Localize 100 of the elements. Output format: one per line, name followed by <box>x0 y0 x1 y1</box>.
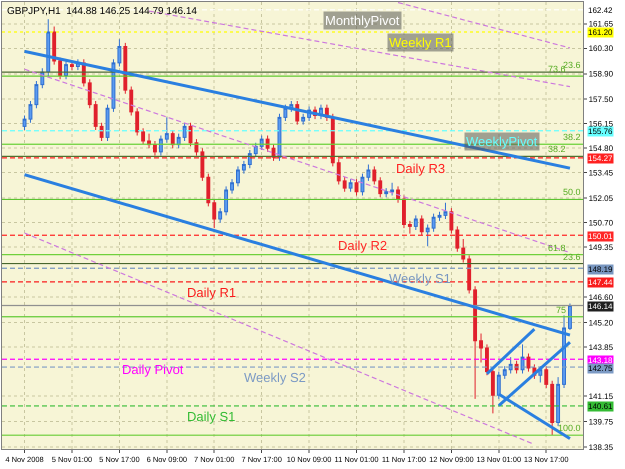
candlestick <box>426 224 430 247</box>
ref-line-label: Daily S1 <box>187 409 236 424</box>
annotation: 100.0 <box>558 423 581 433</box>
candlestick <box>438 211 442 222</box>
candlestick <box>568 303 572 331</box>
annotation: 38.2 <box>563 132 581 142</box>
y-tick-label: 160.30 <box>588 44 614 54</box>
ref-line-label: Daily Pivot <box>122 362 184 377</box>
y-tick-label: 162.42 <box>588 6 614 15</box>
annotation: 73.6 <box>548 64 566 74</box>
candlestick <box>206 173 210 207</box>
candlestick <box>461 238 466 264</box>
candlestick <box>390 182 394 196</box>
candlestick <box>272 144 276 162</box>
annotation: 23.6 <box>563 60 581 70</box>
annotation: 38.2 <box>548 144 566 154</box>
candlestick <box>242 160 246 174</box>
candlestick <box>70 60 74 71</box>
candlestick <box>135 108 140 136</box>
ref-line-label: Weekly S2 <box>244 370 306 385</box>
candlestick <box>117 38 122 67</box>
candlestick <box>550 380 554 436</box>
candlestick <box>354 178 358 196</box>
candlestick <box>455 226 460 252</box>
candlestick <box>508 356 513 374</box>
y-tick-label: 153.45 <box>588 168 614 178</box>
ref-line-label: Daily R1 <box>187 285 236 300</box>
y-tick-label: 157.50 <box>588 94 614 104</box>
chart-title: GBPJPY,H1 144.88 146.25 144.79 146.14 <box>7 6 198 17</box>
candlestick <box>52 26 56 66</box>
candlestick <box>278 113 282 162</box>
annotation: 23.6 <box>563 252 581 262</box>
candlestick <box>360 173 364 196</box>
y-tick-label: 149.35 <box>588 243 614 252</box>
candlestick <box>106 104 110 142</box>
candlestick <box>526 352 530 372</box>
y-tick-label: 156.15 <box>588 119 614 128</box>
y-tick-label: 138.35 <box>588 442 614 452</box>
candlestick <box>544 366 548 388</box>
y-tick-label: 161.65 <box>588 20 614 29</box>
y-tick-label: 147.44 <box>588 278 614 287</box>
candlestick <box>94 100 98 131</box>
candlestick <box>182 122 187 142</box>
y-tick-label: 146.60 <box>588 292 614 302</box>
annotation: 75 <box>556 305 566 315</box>
candlestick <box>200 148 204 182</box>
candlestick <box>28 100 32 124</box>
ref-line-label: Daily R2 <box>338 238 388 253</box>
y-tick-label: 152.05 <box>588 194 614 203</box>
candlestick <box>64 60 68 80</box>
candlestick <box>502 366 507 380</box>
candlestick <box>378 176 382 198</box>
y-tick-label: 143.18 <box>588 356 614 365</box>
candlestick <box>141 128 146 146</box>
candlestick <box>490 367 495 414</box>
y-tick-label: 161.20 <box>588 28 614 37</box>
candlestick <box>485 344 489 376</box>
candlestick <box>384 188 388 198</box>
candlestick <box>129 86 134 116</box>
candlestick <box>402 194 406 229</box>
candlestick <box>414 214 418 230</box>
candlestick <box>188 122 192 147</box>
candlestick <box>420 214 424 236</box>
candlestick <box>164 116 169 144</box>
candlestick <box>236 166 240 187</box>
y-tick-label: 155.76 <box>588 127 614 136</box>
ref-line-label: MonthlyPivot <box>325 13 400 28</box>
candlestick <box>449 208 454 234</box>
candlestick <box>301 113 306 126</box>
y-tick-label: 150.70 <box>588 218 614 228</box>
candlestick <box>366 164 370 182</box>
y-tick-label: 158.90 <box>588 70 614 79</box>
y-tick-label: 140.61 <box>588 402 614 411</box>
candlestick <box>496 371 501 400</box>
y-tick-label: 142.75 <box>588 364 614 373</box>
ref-line-label: Daily R3 <box>396 161 446 176</box>
y-tick-label: 146.14 <box>588 302 614 311</box>
candlestick <box>123 42 128 94</box>
candlestick <box>22 115 26 131</box>
candlestick <box>432 213 436 232</box>
candlestick <box>230 178 234 194</box>
y-tick-label: 141.15 <box>588 392 614 401</box>
candlestick <box>467 254 472 294</box>
candlestick <box>212 198 216 229</box>
candlestick <box>153 140 157 156</box>
candlestick <box>479 332 483 364</box>
y-tick-label: 143.85 <box>588 342 614 352</box>
candlestick <box>158 135 163 156</box>
candlestick <box>372 166 376 186</box>
y-tick-label: 154.27 <box>588 154 614 163</box>
ref-line-label: Weekly R1 <box>389 35 452 50</box>
candlestick <box>283 104 288 122</box>
candlestick <box>224 186 228 216</box>
candlestick <box>176 133 181 149</box>
candlestick <box>34 80 38 109</box>
y-tick-label: 148.19 <box>588 265 614 274</box>
candlestick <box>348 178 353 192</box>
candlestick <box>408 220 412 234</box>
y-tick-label: 154.80 <box>588 144 614 154</box>
y-tick-label: 139.75 <box>588 417 614 426</box>
